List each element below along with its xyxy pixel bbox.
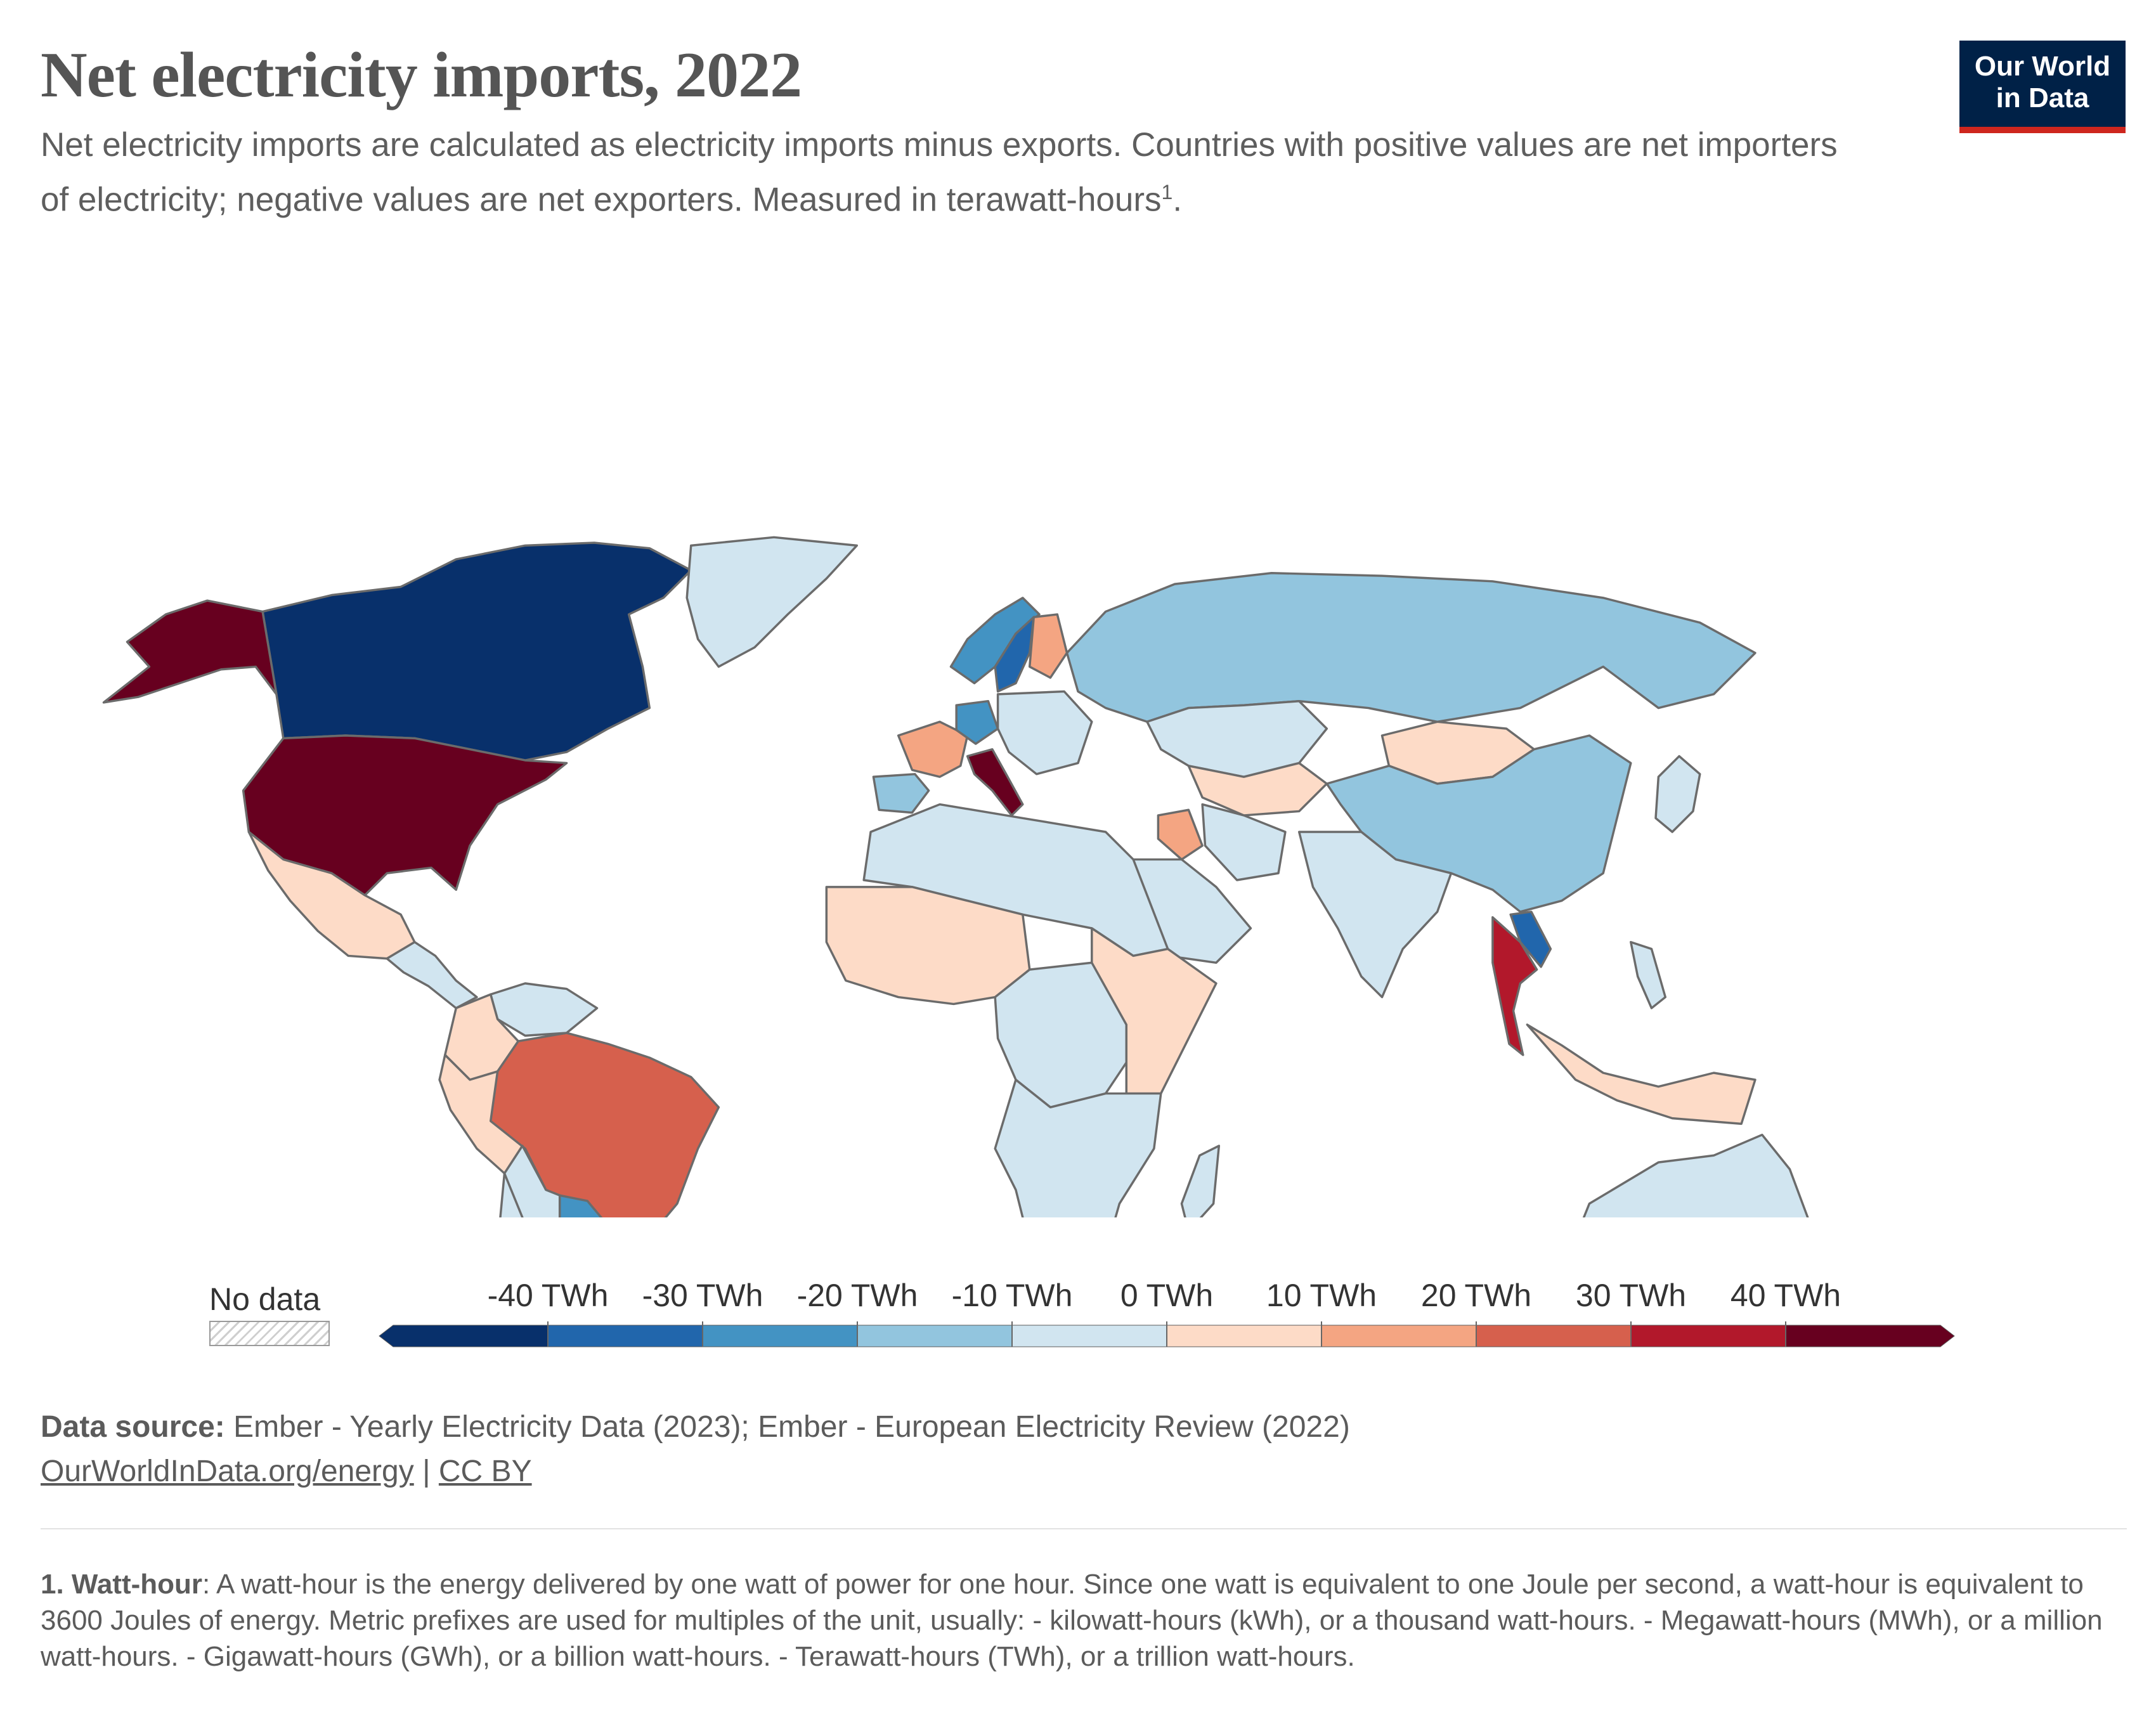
legend-bin[interactable] <box>1476 1325 1632 1347</box>
legend-tick-label: -10 TWh <box>952 1278 1073 1313</box>
region-chile[interactable] <box>499 1172 560 1217</box>
map-legend: No data -40 TWh -30 TWh -20 TWh -10 TWh 0 TW… <box>0 1262 2156 1363</box>
chart-title: Net electricity imports, 2022 <box>41 39 802 111</box>
footnote: 1. Watt-hour: A watt-hour is the energy … <box>41 1566 2120 1675</box>
legend-bin[interactable] <box>1166 1325 1322 1347</box>
region-eastern-europe[interactable] <box>996 690 1093 775</box>
region-madagascar[interactable] <box>1180 1145 1221 1217</box>
source-links: OurWorldInData.org/energy | CC BY <box>41 1449 532 1495</box>
no-data-label: No data <box>209 1281 321 1317</box>
region-laos[interactable] <box>1509 911 1552 968</box>
world-map <box>102 536 1809 1217</box>
region-venezuela[interactable] <box>489 982 599 1037</box>
owid-energy-link[interactable]: OurWorldInData.org/energy <box>41 1455 414 1488</box>
data-source-label: Data source: <box>41 1410 225 1444</box>
region-southern-africa[interactable] <box>994 1079 1162 1217</box>
legend-tick-label: 30 TWh <box>1576 1278 1686 1313</box>
logo-line-1: Our World <box>1974 51 2111 82</box>
subtitle-text: Net electricity imports are calculated a… <box>41 126 1838 219</box>
region-spain[interactable] <box>872 773 930 814</box>
logo-line-2: in Data <box>1996 82 2089 113</box>
region-alaska[interactable] <box>102 599 278 704</box>
footer-divider <box>41 1528 2127 1529</box>
region-central-america[interactable] <box>386 940 478 1009</box>
region-russia[interactable] <box>1065 572 1757 723</box>
legend-tick-label: 40 TWh <box>1731 1278 1841 1313</box>
region-finland[interactable] <box>1028 613 1068 679</box>
region-italy[interactable] <box>966 748 1024 817</box>
legend-bin[interactable] <box>547 1325 703 1347</box>
region-thailand[interactable] <box>1491 916 1538 1056</box>
region-kazakhstan[interactable] <box>1146 699 1328 778</box>
region-france[interactable] <box>897 720 969 778</box>
region-indonesia[interactable] <box>1526 1023 1757 1125</box>
legend-tick-label: 20 TWh <box>1421 1278 1531 1313</box>
license-link[interactable]: CC BY <box>438 1455 532 1488</box>
region-japan[interactable] <box>1654 755 1701 833</box>
region-philippines[interactable] <box>1630 940 1667 1009</box>
legend-tick-label: -20 TWh <box>797 1278 918 1313</box>
legend-bin[interactable] <box>1630 1325 1786 1347</box>
owid-logo[interactable]: Our World in Data <box>1959 41 2126 133</box>
region-brazil[interactable] <box>489 1032 720 1217</box>
data-source-text: Ember - Yearly Electricity Data (2023); … <box>233 1410 1350 1444</box>
region-canada[interactable] <box>261 541 692 762</box>
legend-bin[interactable] <box>379 1325 549 1347</box>
legend-tick-label: -30 TWh <box>642 1278 763 1313</box>
legend-bin[interactable] <box>1785 1325 1955 1347</box>
legend-bin[interactable] <box>1011 1325 1167 1347</box>
chart-subtitle: Net electricity imports are calculated a… <box>41 122 1867 224</box>
region-greenland[interactable] <box>685 536 859 668</box>
legend-tick-label: -40 TWh <box>488 1278 609 1313</box>
legend-bin[interactable] <box>857 1325 1013 1347</box>
subtitle-end: . <box>1172 181 1183 219</box>
legend-tick-label: 0 TWh <box>1120 1278 1213 1313</box>
region-iraq[interactable] <box>1157 808 1204 861</box>
data-source: Data source: Ember - Yearly Electricity … <box>41 1404 1350 1450</box>
footnote-marker[interactable]: 1 <box>1161 181 1173 204</box>
region-iran[interactable] <box>1201 803 1287 881</box>
footnote-text: : A watt-hour is the energy delivered by… <box>41 1569 2103 1672</box>
region-australia[interactable] <box>1576 1133 1809 1217</box>
footnote-label: 1. Watt-hour <box>41 1569 202 1600</box>
region-norway[interactable] <box>949 597 1041 685</box>
region-india[interactable] <box>1297 831 1453 999</box>
region-sweden[interactable] <box>994 616 1035 693</box>
region-east-africa[interactable] <box>1091 927 1218 1095</box>
legend-bin[interactable] <box>702 1325 858 1347</box>
region-germany[interactable] <box>955 699 999 745</box>
region-central-asia[interactable] <box>1187 762 1328 817</box>
link-separator: | <box>422 1455 431 1488</box>
region-paraguay[interactable] <box>558 1194 608 1217</box>
no-data-swatch[interactable] <box>209 1321 330 1346</box>
color-scale-bar: -40 TWh -30 TWh -20 TWh -10 TWh 0 TWh 10 TWh 2… <box>379 1278 1955 1347</box>
legend-tick-label: 10 TWh <box>1266 1278 1377 1313</box>
legend-bin[interactable] <box>1321 1325 1477 1347</box>
region-central-africa[interactable] <box>994 961 1134 1109</box>
